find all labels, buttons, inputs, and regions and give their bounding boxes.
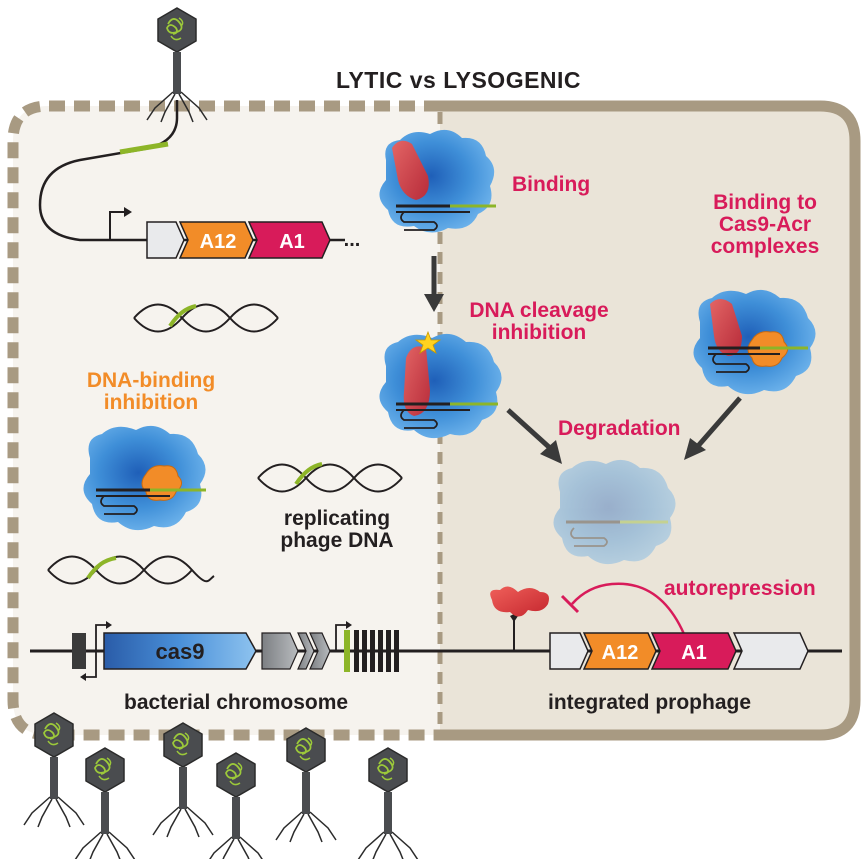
cas-gene-gray — [297, 632, 315, 670]
label-binding-to-complexes: Binding to Cas9-Acr complexes — [690, 191, 840, 259]
label-line: replicating — [283, 507, 391, 530]
phage-icon — [74, 747, 136, 863]
label-line: Binding to — [713, 191, 817, 214]
prophage-gene-downstream — [732, 632, 809, 670]
cas-gene-gray — [261, 632, 299, 670]
promoter-arrow-icon — [335, 624, 348, 651]
autorepression-arc — [571, 582, 686, 635]
label-bacterial-chromosome: bacterial chromosome — [124, 691, 349, 714]
injected-dna-strand — [38, 100, 345, 242]
label-line: phage DNA — [280, 529, 394, 553]
label-autorepression: autorepression — [664, 577, 816, 600]
phage-icon — [205, 752, 267, 864]
arrow-down-icon — [424, 294, 444, 312]
label-dna-cleavage-inhibition: DNA cleavage inhibition — [464, 299, 614, 345]
promoter-arrow-icon — [95, 624, 108, 651]
process-arrows — [424, 256, 742, 464]
label-binding: Binding — [512, 173, 591, 196]
phage-gene-a12-label: A12 — [200, 231, 237, 253]
crispr-array — [344, 630, 399, 672]
promoter-arrow-icon — [109, 211, 124, 240]
phage-gene-a12 — [178, 221, 254, 259]
degraded-complex — [553, 459, 676, 565]
cas9-acr-dna-binding-inhibited-complex — [83, 425, 206, 531]
prophage-gene-a1-label: A1 — [681, 642, 707, 664]
phage-gene-a1 — [247, 221, 331, 259]
dna-helix-icon — [47, 555, 215, 585]
label-line: DNA cleavage — [469, 299, 609, 322]
cas9-acr-cleavage-inhibited-complex — [379, 330, 502, 439]
diagram-title: LYTIC vs LYSOGENIC — [336, 67, 582, 93]
arrow-to-degradation-icon — [540, 440, 562, 464]
cleavage-star-icon — [414, 330, 442, 354]
prophage-gene-upstream — [549, 632, 589, 670]
label-dna-binding-inhibition: DNA-binding inhibition — [76, 369, 226, 415]
phage-icon — [275, 727, 337, 843]
dna-helix-icon — [133, 303, 279, 333]
acr-repressor-icon — [490, 586, 549, 617]
cas-gene-gray — [309, 632, 331, 670]
lysogenic-border — [440, 100, 861, 741]
chromosome-gene-dark — [72, 633, 86, 669]
cas9-acr-binding-complex — [379, 129, 496, 233]
prophage-gene-a12 — [582, 632, 657, 670]
repression-bar-icon — [560, 594, 580, 614]
label-line: complexes — [710, 235, 820, 259]
dna-helix-icon — [257, 462, 403, 493]
prophage-gene-a12-label: A12 — [602, 642, 639, 664]
phage-icon — [357, 747, 419, 863]
lytic-region — [13, 106, 440, 735]
label-line: Cas9-Acr — [718, 213, 812, 237]
phage-gene-upstream — [146, 221, 185, 259]
label-line: inhibition — [103, 391, 199, 415]
promoter-arrow-icon — [84, 651, 97, 678]
cas9-gene — [103, 632, 257, 670]
prophage-gene-a1 — [650, 632, 737, 670]
cas9-acr-target-complex — [693, 289, 816, 395]
label-replicating-phage-dna: replicating phage DNA — [262, 507, 412, 553]
label-line: inhibition — [491, 321, 587, 345]
label-degradation: Degradation — [558, 417, 681, 440]
protospacer-segment — [119, 141, 169, 155]
cas9-gene-label: cas9 — [156, 639, 205, 664]
arrow-to-degradation-icon — [684, 438, 706, 460]
label-line: DNA-binding — [86, 369, 216, 392]
phage-gene-a1-label: A1 — [279, 231, 305, 253]
lytic-border — [7, 100, 440, 741]
label-integrated-prophage: integrated prophage — [548, 691, 752, 714]
phage-gene-ellipsis: ... — [344, 229, 361, 251]
lysogenic-region — [440, 106, 855, 735]
